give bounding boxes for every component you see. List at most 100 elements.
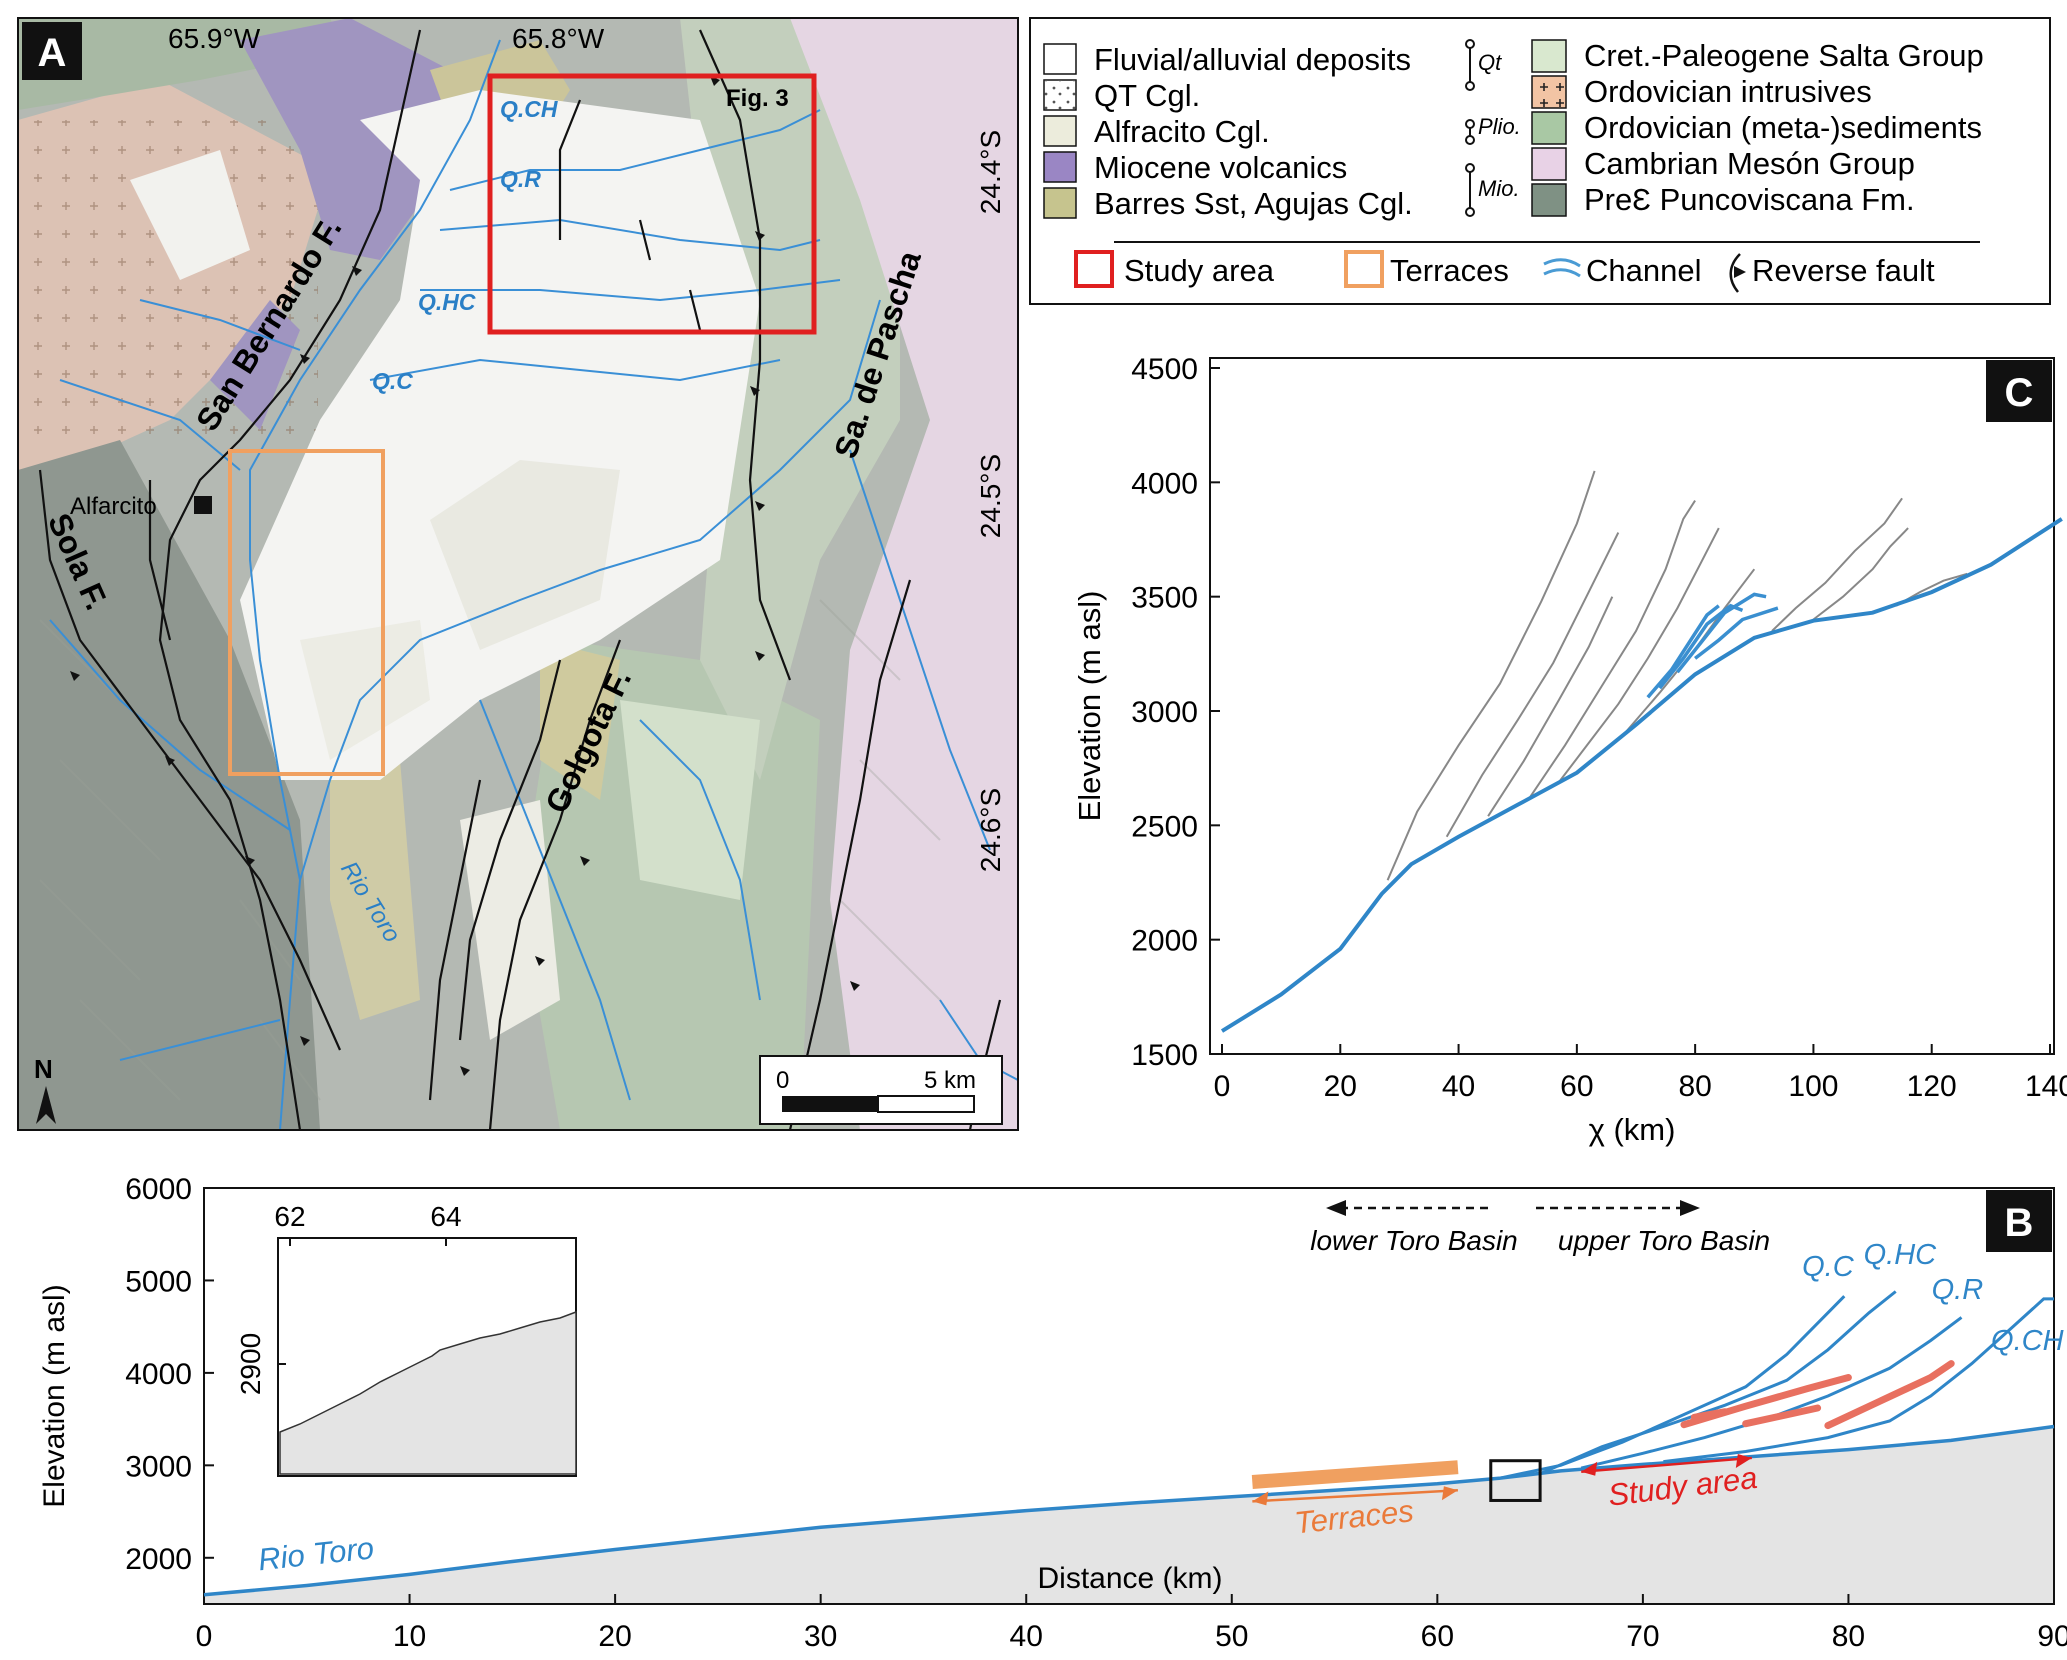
fig3-reference: Fig. 3: [726, 85, 789, 112]
north-arrow-icon: [36, 1086, 56, 1124]
chart-b-ytick-label-2: 4000: [125, 1358, 192, 1391]
map-channel-label-qr: Q.R: [500, 166, 541, 192]
chart-b-rio-toro-label: Rio Toro: [256, 1530, 375, 1577]
legend-left-label-1: QT Cgl.: [1094, 78, 1200, 113]
chart-b-ytick-label-1: 3000: [125, 1450, 192, 1483]
age-label-qt: Qt: [1478, 50, 1502, 75]
chart-b-rio-toro-line: [203, 1424, 2055, 1597]
chart-c-ylabel: Elevation (m asl): [1072, 591, 1107, 822]
chi-elevation-chart: C 0 20 40 60 80 100 120 140 1500 2000 2500 3000 3500…: [1072, 353, 2067, 1147]
chart-c-ticks: 0 20 40 60 80 100 120 140 1500 2000 2500 3000 3500 40…: [1131, 353, 2067, 1103]
map-frame: [17, 17, 1019, 1131]
chart-b-inset-locator: [1489, 1459, 1542, 1502]
terraces-arrow-left-icon: [1252, 1491, 1269, 1506]
inset-ytick-2900: 2900: [235, 1333, 266, 1395]
age-label-plio: Plio.: [1478, 114, 1521, 139]
chart-c-xtick-label-6: 120: [1907, 1070, 1957, 1103]
map-channels: [49, 39, 1018, 1130]
legend-left-label-4: Barres Sst, Agujas Cgl.: [1094, 186, 1413, 221]
chart-b-ytick-label-3: 5000: [125, 1265, 192, 1298]
chart-b-tributary-label-2: Q.R: [1932, 1274, 1984, 1306]
lat-label-24-5: 24.5°S: [975, 454, 1006, 538]
chart-b-terrace-segment: [1251, 1460, 1459, 1489]
study-area-box: [487, 73, 817, 335]
chart-c-study-channel-2: [1676, 592, 1767, 674]
upper-basin-arrow-icon: [1680, 1200, 1700, 1216]
legend-terraces-swatch: [1344, 250, 1384, 288]
panel-c-label: C: [2005, 371, 2034, 415]
chart-b-tributary-1: [1539, 1290, 1897, 1476]
chart-c-ytick-label-0: 1500: [1131, 1039, 1198, 1072]
chart-b-tributary-3: [1663, 1297, 2054, 1464]
legend-right-label-2: Ordovician (meta-)sediments: [1584, 110, 1982, 145]
north-label: N: [34, 1054, 53, 1084]
chart-c-ytick-label-6: 4500: [1131, 353, 1198, 386]
chart-b-xtick-label-8: 80: [1832, 1620, 1865, 1653]
legend-study-area-swatch: [1074, 250, 1114, 288]
chart-b-ylabel: Elevation (m asl): [38, 1284, 71, 1507]
chart-c-ytick-label-4: 3500: [1131, 582, 1198, 615]
map-scale-bar: 0 5 km: [759, 1055, 1003, 1125]
legend-reverse-fault-label: Reverse fault: [1752, 253, 1935, 288]
chart-b-study-segment-2: [1742, 1404, 1822, 1428]
panel-b-label: B: [2005, 1201, 2034, 1245]
terraces-box: [228, 449, 385, 776]
legend-intrusive-crosses: [1532, 76, 1566, 108]
chart-c-lines: [1220, 470, 2063, 1033]
legend-right-label-0: Cret.-Paleogene Salta Group: [1584, 38, 1984, 73]
panel-b-label-box: [1986, 1190, 2052, 1252]
chart-c-xlabel: χ (km): [1589, 1112, 1676, 1147]
legend-left-swatch-4: [1043, 187, 1077, 219]
inset-xtick-62: 62: [274, 1201, 305, 1232]
chart-b-inset: 62 64 2900: [235, 1201, 577, 1477]
scale-start-label: 0: [776, 1067, 789, 1094]
map-faults: [38, 29, 1002, 1130]
terraces-arrow-line: [1252, 1489, 1458, 1503]
chart-c-tributary-7: [1812, 527, 1909, 621]
chart-b-tributary-label-1: Q.HC: [1864, 1239, 1938, 1271]
geologic-map: A 65.9°W 65.8°W 24.4°S 24.5°S 24.6°S San…: [17, 17, 1019, 1131]
map-channel-label-qc: Q.C: [372, 368, 413, 394]
chart-c-ytick-label-2: 2500: [1131, 810, 1198, 843]
chart-c-xtick-label-5: 100: [1788, 1070, 1838, 1103]
chart-b-tributary-label-3: Q.CH: [1991, 1325, 2064, 1357]
chart-c-study-channel-3: [1694, 606, 1779, 660]
legend-age-brackets: [1465, 39, 1475, 217]
chart-b-tributary-0: [1498, 1295, 1846, 1480]
panel-c-label-box: [1986, 360, 2052, 422]
chart-c-ytick-label-5: 4000: [1131, 467, 1198, 500]
legend-left-label-0: Fluvial/alluvial deposits: [1094, 42, 1411, 77]
longitudinal-profile-chart: B 0 10 20 30 40 50 60 70 80 90 2000 3000 4000 5000 600…: [38, 1173, 2067, 1653]
legend-left-swatch-3: [1043, 151, 1077, 183]
study-arrow-left-icon: [1581, 1461, 1598, 1476]
chart-c-xtick-label-4: 80: [1678, 1070, 1711, 1103]
legend-left-label-2: Alfracito Cgl.: [1094, 114, 1270, 149]
legend-right-swatch-4: [1531, 183, 1567, 217]
study-arrow-right-icon: [1735, 1453, 1752, 1468]
terraces-arrow-right-icon: [1441, 1486, 1458, 1501]
chart-c-xtick-label-1: 20: [1324, 1070, 1357, 1103]
legend-left-swatch-2: [1043, 115, 1077, 147]
chart-b-xtick-label-2: 20: [598, 1620, 631, 1653]
map-geology-fill: [18, 18, 1018, 1130]
chart-b-study-segment-1: [1690, 1408, 1729, 1421]
chart-c-xtick-label-0: 0: [1214, 1070, 1231, 1103]
chart-c-xtick-label-2: 40: [1442, 1070, 1475, 1103]
chart-c-main-channel: [1220, 517, 2063, 1033]
panel-a-label-box: [22, 22, 82, 80]
legend-left-swatch-0: [1043, 43, 1077, 75]
legend-right-label-1: Ordovician intrusives: [1584, 74, 1872, 109]
study-arrow-line: [1581, 1456, 1752, 1474]
chart-b-ticks: 0 10 20 30 40 50 60 70 80 90 2000 3000 4000 5000 6000: [125, 1173, 2067, 1653]
chart-b-xtick-label-3: 30: [804, 1620, 837, 1653]
town-label: Alfarcito: [70, 493, 157, 520]
lon-label-east: 65.8°W: [512, 23, 605, 54]
legend-right-label-3: Cambrian Mesón Group: [1584, 146, 1915, 181]
chart-b-tributary-2: [1580, 1316, 1963, 1470]
legend-channel-icon: [1543, 258, 1581, 278]
chart-c-ytick-label-3: 3000: [1131, 696, 1198, 729]
